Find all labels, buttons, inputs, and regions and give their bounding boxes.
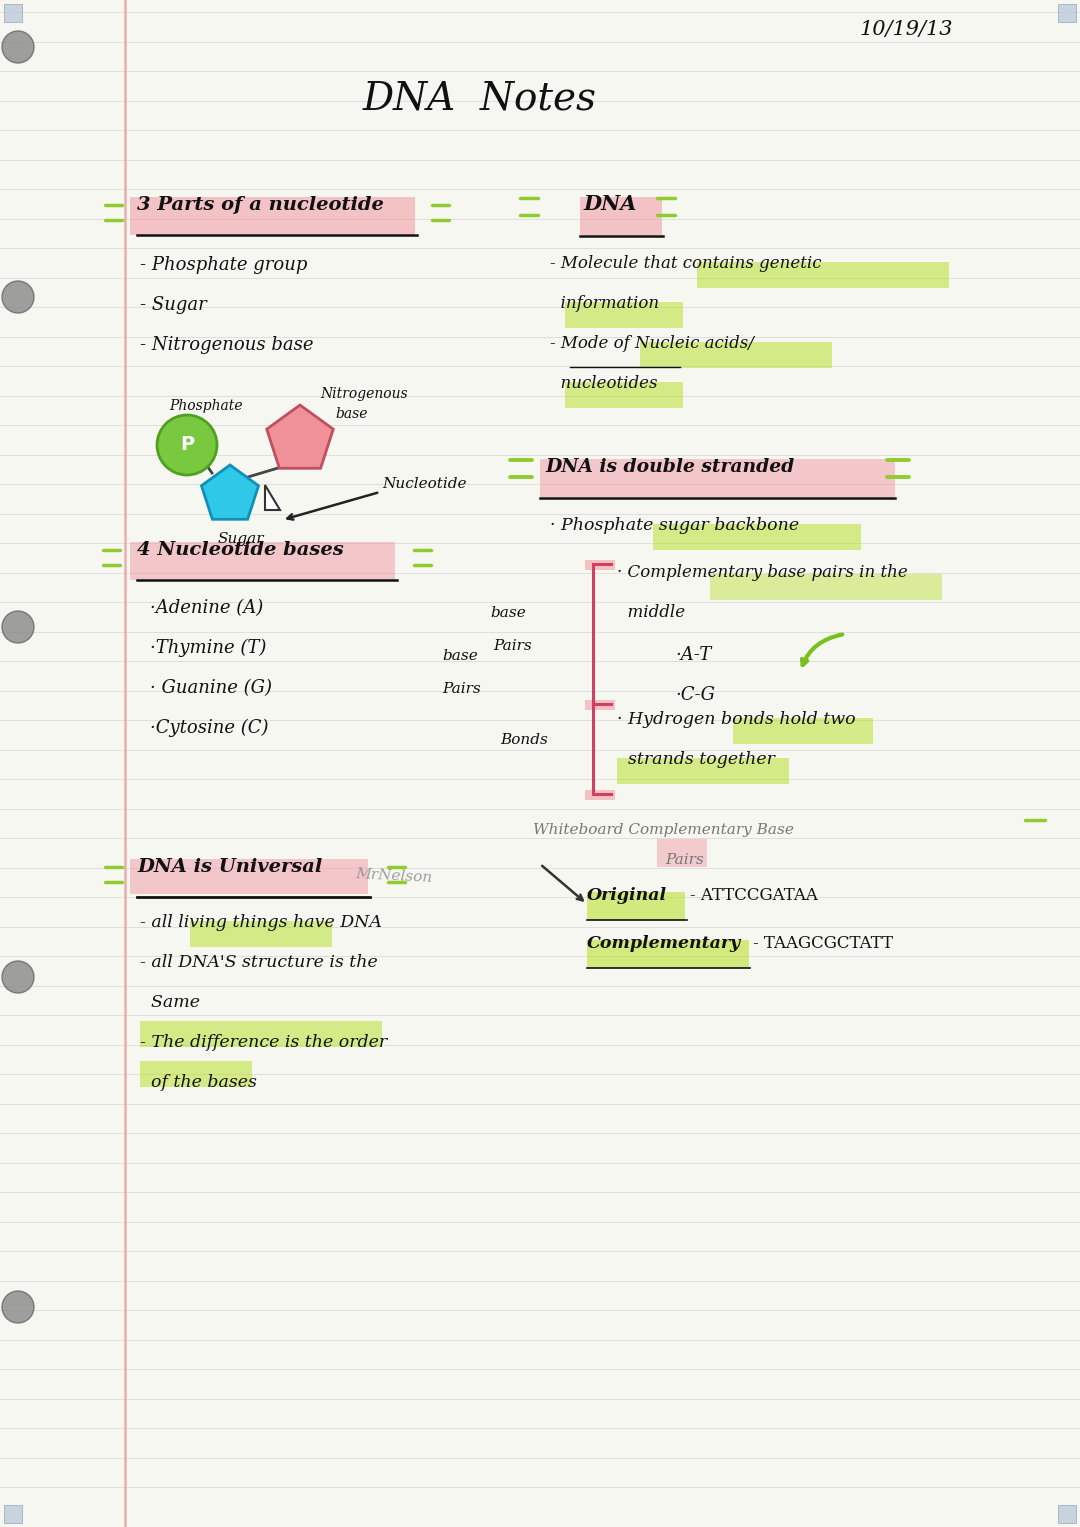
Text: 4 Nucleotide bases: 4 Nucleotide bases (137, 541, 343, 559)
FancyBboxPatch shape (1058, 1506, 1076, 1522)
FancyBboxPatch shape (580, 197, 662, 235)
FancyBboxPatch shape (585, 789, 615, 800)
Text: 10/19/13: 10/19/13 (860, 20, 954, 40)
Text: Nitrogenous: Nitrogenous (320, 386, 407, 402)
Text: · Guanine (G): · Guanine (G) (150, 680, 272, 696)
FancyBboxPatch shape (1058, 5, 1076, 21)
Text: information: information (550, 295, 659, 312)
Text: of the bases: of the bases (140, 1073, 257, 1090)
Text: DNA is double stranded: DNA is double stranded (545, 458, 794, 476)
Circle shape (2, 31, 33, 63)
Text: Pairs: Pairs (492, 638, 531, 654)
Text: ·C-G: ·C-G (675, 686, 715, 704)
Text: · Complementary base pairs in the: · Complementary base pairs in the (617, 563, 908, 580)
FancyBboxPatch shape (710, 574, 942, 600)
Circle shape (2, 611, 33, 643)
Text: · Phosphate sugar backbone: · Phosphate sugar backbone (550, 518, 799, 534)
FancyBboxPatch shape (130, 197, 415, 235)
Circle shape (2, 960, 33, 993)
FancyBboxPatch shape (190, 921, 332, 947)
Text: DNA  Notes: DNA Notes (363, 81, 597, 118)
Text: - all DNA'S structure is the: - all DNA'S structure is the (140, 954, 378, 971)
FancyBboxPatch shape (130, 860, 368, 893)
Text: · Hydrogen bonds hold two: · Hydrogen bonds hold two (617, 712, 855, 728)
Text: base: base (335, 408, 367, 421)
Text: nucleotides: nucleotides (550, 376, 658, 392)
Text: Nucleotide: Nucleotide (382, 476, 467, 492)
FancyBboxPatch shape (653, 524, 861, 550)
Text: ·Thymine (T): ·Thymine (T) (150, 638, 267, 657)
FancyBboxPatch shape (733, 718, 873, 744)
Polygon shape (265, 486, 280, 510)
FancyBboxPatch shape (640, 342, 832, 368)
Text: DNA: DNA (583, 194, 636, 214)
Text: Same: Same (140, 994, 200, 1011)
Text: Complementary: Complementary (588, 935, 741, 951)
Text: ·A-T: ·A-T (675, 646, 712, 664)
Text: P: P (180, 435, 194, 455)
Text: ·Adenine (A): ·Adenine (A) (150, 599, 264, 617)
Text: - ATTCCGATAA: - ATTCCGATAA (690, 887, 818, 904)
FancyBboxPatch shape (130, 542, 395, 580)
FancyBboxPatch shape (140, 1022, 382, 1048)
FancyBboxPatch shape (140, 1061, 252, 1087)
FancyBboxPatch shape (697, 263, 949, 289)
FancyBboxPatch shape (657, 838, 707, 867)
Text: Sugar: Sugar (218, 531, 265, 547)
Circle shape (2, 1290, 33, 1322)
FancyBboxPatch shape (565, 382, 683, 408)
Text: middle: middle (617, 605, 685, 621)
Text: Pairs: Pairs (665, 854, 704, 867)
Text: Pairs: Pairs (442, 683, 481, 696)
Polygon shape (267, 405, 334, 469)
Text: Original: Original (588, 887, 667, 904)
Text: ·Cytosine (C): ·Cytosine (C) (150, 719, 269, 738)
Text: strands together: strands together (617, 751, 774, 768)
Text: - Molecule that contains genetic: - Molecule that contains genetic (550, 255, 822, 272)
Text: Bonds: Bonds (500, 733, 548, 747)
Text: - all living things have DNA: - all living things have DNA (140, 915, 382, 931)
Text: Whiteboard Complementary Base: Whiteboard Complementary Base (534, 823, 794, 837)
Text: Phosphate: Phosphate (168, 399, 243, 412)
Text: - Mode of Nucleic acids/: - Mode of Nucleic acids/ (550, 334, 754, 353)
FancyBboxPatch shape (585, 560, 615, 570)
FancyBboxPatch shape (4, 1506, 22, 1522)
Circle shape (157, 415, 217, 475)
Text: - TAAGCGCTATT: - TAAGCGCTATT (753, 935, 893, 951)
Text: DNA is Universal: DNA is Universal (137, 858, 322, 876)
FancyBboxPatch shape (588, 892, 685, 919)
FancyBboxPatch shape (4, 5, 22, 21)
Text: - Sugar: - Sugar (140, 296, 206, 315)
Text: MrNelson: MrNelson (355, 867, 433, 886)
Text: 3 Parts of a nucleotide: 3 Parts of a nucleotide (137, 195, 383, 214)
FancyBboxPatch shape (540, 460, 895, 496)
FancyBboxPatch shape (617, 757, 789, 783)
Text: - Nitrogenous base: - Nitrogenous base (140, 336, 313, 354)
FancyBboxPatch shape (585, 699, 615, 710)
FancyBboxPatch shape (588, 941, 750, 968)
Circle shape (2, 281, 33, 313)
Text: - Phosphate group: - Phosphate group (140, 257, 308, 273)
Text: base: base (490, 606, 526, 620)
FancyBboxPatch shape (565, 302, 683, 328)
Text: - The difference is the order: - The difference is the order (140, 1034, 387, 1051)
Text: base: base (442, 649, 477, 663)
Polygon shape (202, 466, 258, 519)
